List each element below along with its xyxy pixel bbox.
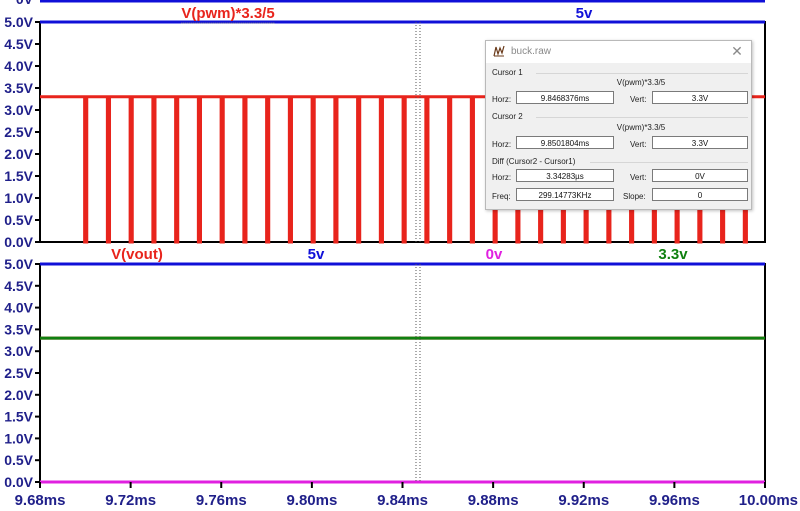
pwm-y-tick-label: 1.0V [4,190,33,206]
vout-y-tick-label: 0.5V [4,452,33,468]
vout-plot-frame [39,263,766,483]
x-tick-label: 9.92ms [558,492,609,509]
close-icon: ✕ [731,43,743,59]
vout-plot-pane[interactable]: 0.0V 0.5V 1.0V 1.5V 2.0V 2.5V 3.0V 3.5V 4.0V 4.5V… [4,246,766,490]
pwm-trace-label[interactable]: 5v [576,5,593,22]
diff-horz-label: Horz: [492,173,512,182]
vout-trace-label[interactable]: 0v [486,246,503,263]
vout-y-tick-label: 4.0V [4,300,33,316]
pwm-y-tick-label: 3.5V [4,80,33,96]
close-button[interactable]: ✕ [729,43,745,59]
pwm-y-tick-label: 0.0V [4,234,33,250]
diff-vert-field[interactable]: 0V [652,169,748,182]
cursor2-group-label: Cursor 2 [492,112,523,121]
vout-trace-label[interactable]: 3.3v [658,246,688,263]
dialog-titlebar[interactable]: buck.raw ✕ [486,41,751,63]
pwm-y-tick-label: 3.0V [4,102,33,118]
cursor1-expression: V(pwm)*3.3/5 [616,78,666,87]
dialog-title: buck.raw [511,46,552,57]
vout-y-tick-label: 1.5V [4,409,33,425]
cursor2-horz-field[interactable]: 9.8501804ms [516,136,614,149]
x-tick-label: 9.68ms [15,492,66,509]
cursor2-vert-field[interactable]: 3.3V [652,136,748,149]
pwm-y-tick-label: 4.0V [4,58,33,74]
x-tick-label: 9.88ms [468,492,519,509]
vout-y-tick-label: 5.0V [4,256,33,272]
vout-trace-label[interactable]: V(vout) [111,246,163,263]
vout-y-tick-label: 4.5V [4,278,33,294]
time-x-axis: 9.68ms 9.72ms 9.76ms 9.80ms 9.84ms 9.88ms 9.92… [15,482,798,509]
vout-y-tick-label: 3.0V [4,343,33,359]
x-tick-label: 9.80ms [286,492,337,509]
x-tick-label: 9.96ms [649,492,700,509]
vout-y-tick-label: 2.5V [4,365,33,381]
vout-y-tick-label: 1.0V [4,430,33,446]
cursor2-horz-label: Horz: [492,140,512,149]
pwm-y-tick-label: 0.5V [4,212,33,228]
diff-horz-field[interactable]: 3.34283µs [516,169,614,182]
pwm-y-tick-label: 2.5V [4,124,33,140]
cursor2-vert-label: Vert: [630,140,647,149]
diff-slope-label: Slope: [623,192,646,201]
cursor2-expression: V(pwm)*3.3/5 [616,123,666,132]
pwm-y-axis: 0.0V 0.5V 1.0V 1.5V 2.0V 2.5V 3.0V 3.5V 4.0V 4.5V… [4,14,40,250]
top-partial-tick: 0V [16,0,34,7]
x-tick-label: 9.84ms [377,492,428,509]
pwm-trace-labels[interactable]: V(pwm)*3.3/5 5v [181,5,593,24]
cursor1-group-label: Cursor 1 [492,68,523,77]
cursor-dialog[interactable]: buck.raw ✕ Cursor 1 V(pwm)*3.3/5 Horz: 9… [485,40,752,210]
vout-y-tick-label: 2.0V [4,387,33,403]
diff-freq-label: Freq: [492,192,511,201]
x-tick-label: 10.00ms [739,492,798,509]
vout-trace-label[interactable]: 5v [308,246,325,263]
x-tick-label: 9.72ms [105,492,156,509]
diff-freq-field[interactable]: 299.14773KHz [516,188,614,201]
vout-y-tick-label: 3.5V [4,321,33,337]
diff-vert-label: Vert: [630,173,647,182]
pwm-y-tick-label: 5.0V [4,14,33,30]
pwm-trace-label[interactable]: V(pwm)*3.3/5 [181,5,274,22]
pwm-y-tick-label: 2.0V [4,146,33,162]
diff-group-label: Diff (Cursor2 - Cursor1) [492,157,576,166]
cursor1-vert-field[interactable]: 3.3V [652,91,748,104]
vout-y-axis: 0.0V 0.5V 1.0V 1.5V 2.0V 2.5V 3.0V 3.5V 4.0V 4.5V… [4,256,40,490]
vout-trace-labels[interactable]: V(vout) 5v 0v 3.3v [111,246,688,263]
previous-pane-fragment: 0V [16,0,765,7]
cursor-marker[interactable] [415,22,421,482]
pwm-y-tick-label: 4.5V [4,36,33,52]
cursor1-vert-label: Vert: [630,95,647,104]
pwm-y-tick-label: 1.5V [4,168,33,184]
diff-slope-field[interactable]: 0 [652,188,748,201]
cursor1-horz-field[interactable]: 9.8468376ms [516,91,614,104]
ltspice-app-icon [493,45,505,57]
cursor1-horz-label: Horz: [492,95,512,104]
vout-y-tick-label: 0.0V [4,474,33,490]
x-tick-label: 9.76ms [196,492,247,509]
